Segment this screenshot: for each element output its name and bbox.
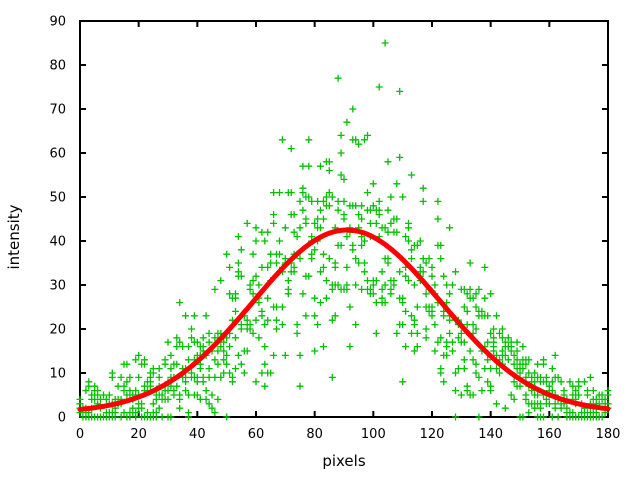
- x-tick-label: 100: [361, 427, 386, 442]
- x-tick-label: 120: [420, 427, 445, 442]
- y-tick-label: 50: [49, 191, 66, 206]
- x-tick-label: 160: [537, 427, 562, 442]
- x-tick-label: 140: [478, 427, 503, 442]
- x-axis-label: pixels: [322, 452, 366, 470]
- y-tick-label: 0: [58, 411, 66, 426]
- y-tick-label: 60: [49, 147, 66, 162]
- y-tick-label: 20: [49, 323, 66, 338]
- y-tick-label: 80: [49, 59, 66, 74]
- y-tick-label: 40: [49, 235, 66, 250]
- x-tick-label: 60: [248, 427, 265, 442]
- fit-curve: [77, 227, 611, 412]
- x-tick-label: 180: [596, 427, 621, 442]
- x-tick-label: 0: [76, 427, 84, 442]
- x-tick-label: 20: [130, 427, 147, 442]
- x-tick-label: 80: [306, 427, 323, 442]
- y-tick-label: 90: [49, 15, 66, 30]
- y-tick-label: 10: [49, 367, 66, 382]
- y-axis-label: intensity: [5, 204, 23, 269]
- plot-border: [79, 20, 609, 418]
- x-tick-label: 40: [189, 427, 206, 442]
- y-tick-label: 70: [49, 103, 66, 118]
- y-tick-label: 30: [49, 279, 66, 294]
